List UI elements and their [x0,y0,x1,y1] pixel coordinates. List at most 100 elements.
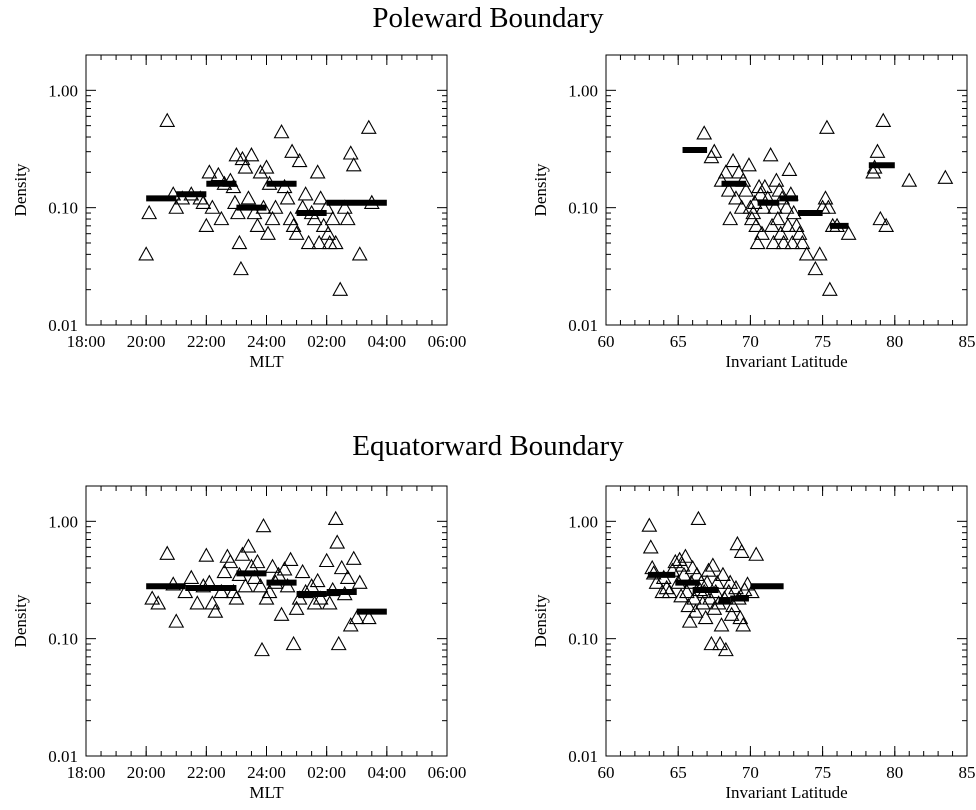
data-point-triangle [729,535,746,551]
data-point-triangle [282,551,299,566]
data-point-triangle [138,246,155,261]
x-tick-label: 70 [742,332,759,351]
data-point-triangle [722,210,739,226]
data-point-triangle [204,199,221,214]
y-tick-label: 0.01 [568,747,598,766]
data-point-triangle [342,145,359,160]
data-point-triangle [339,569,356,584]
plot-frame [85,485,448,757]
data-point-triangle [246,569,263,584]
data-point-triangle [712,635,729,651]
data-point-triangle [756,178,773,194]
x-tick-label: 85 [959,763,976,782]
x-tick-label: 02:00 [307,763,346,782]
x-tick-label: 20:00 [127,332,166,351]
x-tick-label: 80 [886,332,903,351]
data-point-triangle [807,260,824,276]
data-point-triangle [748,546,765,561]
data-point-triangle [769,210,786,226]
data-point-triangle [228,590,245,605]
data-point-triangle [673,588,690,603]
x-tick-label: 04:00 [367,332,406,351]
data-point-triangle [279,190,296,205]
y-tick-label: 0.10 [48,630,78,649]
data-point-triangle [288,225,305,240]
data-point-triangle [273,124,290,139]
chart-equatorward-ilat: 60 65 70 75 80 85 0.01 0.10 1.00 Invariant Latitu… [531,485,976,802]
data-point-triangle [243,147,260,162]
data-point-triangle [252,164,269,179]
data-point-triangle [768,172,785,187]
y-tick-label: 0.10 [568,199,598,218]
data-point-triangle [743,583,760,599]
data-point-triangle [237,578,254,593]
data-point-triangle [677,548,694,563]
data-point-triangle [648,574,665,589]
data-point-triangle [252,578,269,593]
data-point-triangle [213,583,230,599]
y-axis-label: Density [531,594,550,647]
chart-equatorward-mlt: 18:00 20:00 22:00 24:00 02:00 04:00 06:00 0.01 0… [11,485,467,802]
x-tick-label: 06:00 [428,763,467,782]
data-point-triangle [141,204,158,220]
data-point-triangle [234,546,251,561]
data-point-triangle [680,597,697,613]
x-tick-label: 18:00 [67,763,106,782]
data-point-triangle [309,164,326,179]
data-point-triangle [246,204,263,220]
data-point-triangle [661,583,678,599]
data-point-triangle [820,199,837,214]
data-point-triangle [306,595,323,610]
data-point-triangle [725,597,742,613]
x-tick-label: 04:00 [367,763,406,782]
data-point-triangle [198,547,215,562]
data-point-triangle [901,172,918,187]
data-point-triangle [189,595,206,610]
x-tick-label: 65 [670,332,687,351]
data-point-triangle [741,157,757,172]
x-axis-label: Invariant Latitude [725,352,847,371]
data-point-triangle [150,595,167,610]
data-point-triangle [730,164,747,179]
data-point-triangle [706,600,723,615]
data-point-triangle [869,143,886,158]
data-point-triangle [791,225,808,240]
x-axis-label: MLT [249,352,284,371]
data-point-triangle [329,534,346,549]
data-point-triangle [348,609,365,625]
data-point-triangle [291,152,308,168]
data-point-triangle [755,199,772,214]
data-point-triangle [700,562,717,577]
x-tick-label: 24:00 [247,763,286,782]
data-point-triangle [749,234,766,250]
data-point-triangle [720,583,737,599]
plot-frame [605,485,968,757]
data-point-triangle [703,635,720,651]
data-point-triangle [717,164,734,179]
x-tick-label: 60 [598,763,615,782]
data-point-triangle [821,281,838,296]
data-point-triangle [168,199,185,214]
data-point-triangle [222,553,239,569]
data-point-triangle [762,147,779,162]
x-axis-label: MLT [249,783,284,802]
data-point-triangle [273,606,290,621]
data-point-triangle [312,590,329,605]
data-point-triangle [765,234,782,250]
data-point-triangle [345,550,362,565]
data-point-triangle [339,210,356,226]
data-point-triangle [159,545,176,560]
data-point-triangle [284,143,301,158]
data-point-triangle [213,210,230,226]
data-point-triangle [351,574,368,589]
data-point-triangle [306,210,323,226]
x-tick-label: 06:00 [428,332,467,351]
x-tick-label: 18:00 [67,332,106,351]
data-point-triangle [327,234,344,250]
data-point-triangle [168,613,185,628]
data-point-triangle [694,595,711,610]
y-axis-label: Density [11,163,30,216]
data-point-triangle [697,609,714,625]
data-point-triangle [937,169,954,184]
data-point-triangle [872,210,889,226]
